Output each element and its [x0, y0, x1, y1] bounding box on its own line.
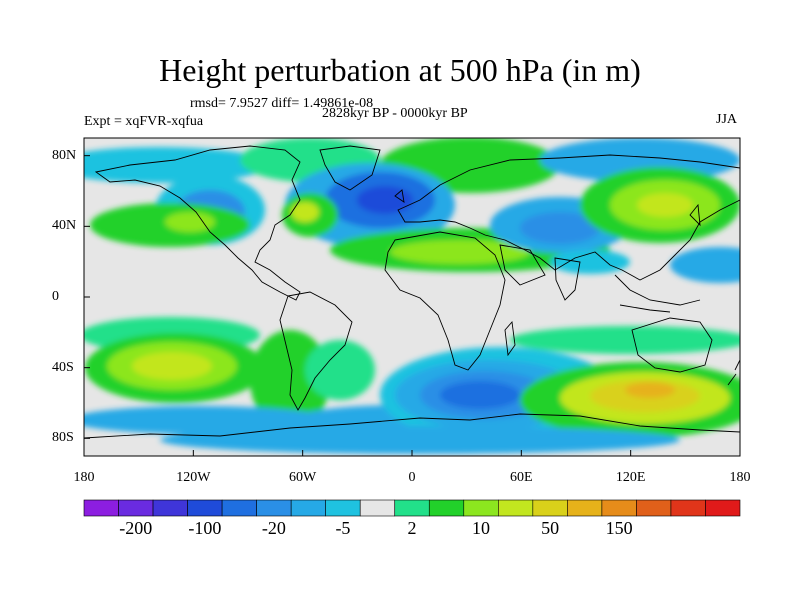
colorbar-label: -200 [119, 518, 153, 538]
x-tick-label: 120E [615, 470, 646, 485]
colorbar-swatch [463, 499, 499, 517]
colorbar-label: 2 [407, 518, 417, 538]
colorbar-swatch [221, 499, 257, 517]
contour-field [84, 138, 740, 456]
colorbar-swatch [567, 499, 603, 517]
y-tick-label: 80N [52, 147, 77, 163]
coastlines [84, 145, 740, 439]
colorbar-swatch [256, 499, 292, 517]
colorbar-swatch [705, 499, 741, 517]
period-line: 2828kyr BP - 0000kyr BP [322, 106, 468, 121]
x-ticks [83, 450, 741, 456]
colorbar-label: 50 [541, 518, 560, 538]
x-tick-label: 60W [289, 470, 317, 485]
colorbar-swatch [636, 499, 672, 517]
x-tick-label: 60E [510, 470, 533, 485]
y-tick-label: 40N [52, 218, 77, 234]
y-tick-label: 40S [52, 359, 74, 375]
y-tick-label: 0 [52, 289, 59, 304]
x-tick-label: 180 [73, 470, 95, 485]
x-tick-label: 180 [729, 470, 751, 485]
colorbar-swatch [187, 499, 223, 517]
colorbar-swatch [118, 499, 154, 517]
colorbar-swatch [498, 499, 534, 517]
x-tick-label: 120W [176, 470, 211, 485]
stats-line: rmsd= 7.9527 diff= 1.49861e-08 [190, 96, 374, 111]
plot-title: Height perturbation at 500 hPa (in m) [159, 52, 641, 88]
colorbar-label: -20 [261, 518, 286, 538]
x-tick-label: 0 [408, 470, 416, 485]
experiment-line: Expt = xqFVR-xqfua [84, 114, 204, 129]
colorbar-swatch [601, 499, 637, 517]
colorbar-swatch [83, 499, 119, 517]
colorbar-swatch [670, 499, 706, 517]
colorbar-swatch [428, 499, 465, 517]
colorbar-label: -100 [188, 518, 222, 538]
colorbar-swatch [394, 499, 430, 517]
y-tick-label: 80S [52, 430, 74, 446]
colorbar-swatch [325, 499, 361, 517]
colorbar-swatch [359, 499, 396, 517]
colorbar-swatch [290, 499, 326, 517]
colorbar-label: 10 [472, 518, 491, 538]
colorbar-swatch [532, 499, 568, 517]
colorbar-label: 150 [605, 518, 633, 538]
y-ticks [84, 155, 90, 439]
season-label: JJA [716, 112, 738, 127]
colorbar-swatch [152, 499, 188, 517]
colorbar-label: -5 [335, 518, 351, 538]
colorbar [83, 499, 741, 517]
